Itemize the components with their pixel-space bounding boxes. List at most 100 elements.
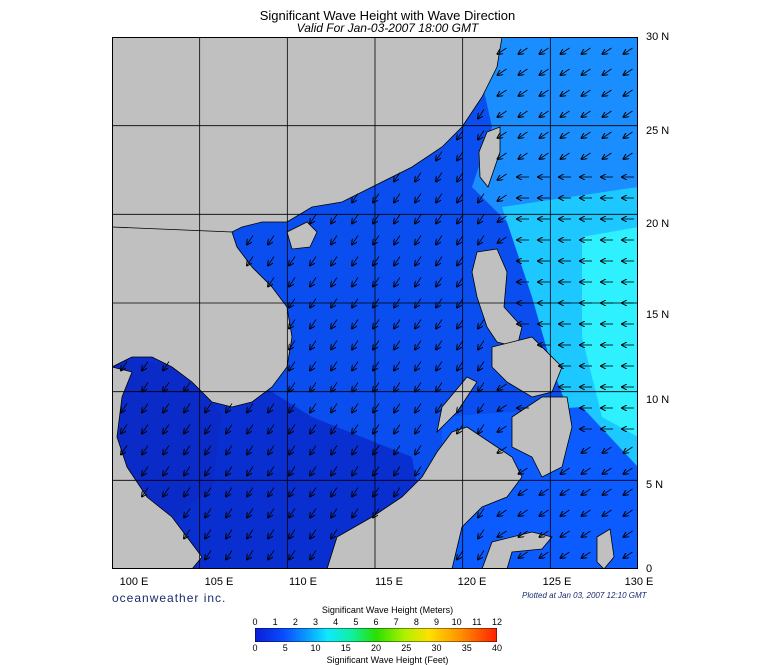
wave-arrow <box>561 110 570 117</box>
wave-arrow <box>519 89 528 96</box>
wave-arrow <box>184 529 191 539</box>
wave-arrow <box>289 403 296 413</box>
wave-arrow <box>498 173 507 180</box>
land-sulawesi <box>481 531 553 569</box>
wave-arrow <box>163 466 170 476</box>
lat-label-10n: 10 N <box>646 394 670 406</box>
wave-arrow <box>289 382 296 392</box>
lat-label-30n: 30 N <box>646 31 670 43</box>
wave-arrow <box>519 551 528 558</box>
wave-arrow <box>498 404 507 411</box>
wave-arrow <box>373 298 380 308</box>
wave-arrow <box>226 403 233 413</box>
wave-arrow <box>310 298 317 308</box>
wave-arrow <box>352 361 359 371</box>
wave-arrow <box>352 424 359 434</box>
wave-arrow <box>498 236 507 243</box>
wave-arrow <box>373 277 380 287</box>
chart-title: Significant Wave Height with Wave Direct… <box>259 8 516 23</box>
wave-arrow <box>519 488 528 495</box>
wave-arrow <box>415 340 422 350</box>
wave-arrow <box>478 340 485 350</box>
lat-label-5n: 5 N <box>646 479 664 491</box>
wave-arrow <box>247 550 254 560</box>
wave-arrow <box>519 47 528 54</box>
wave-arrow <box>582 152 591 159</box>
wave-arrow <box>436 214 443 224</box>
wave-arrow <box>519 530 528 537</box>
wave-arrow <box>478 130 485 140</box>
wave-arrow <box>415 298 422 308</box>
wave-arrow <box>394 319 401 329</box>
wave-arrow <box>582 530 591 537</box>
wave-arrow <box>415 277 422 287</box>
wave-arrow <box>310 256 317 266</box>
wave-arrow <box>498 110 507 117</box>
wave-arrow <box>498 215 507 222</box>
wave-arrow <box>373 487 380 497</box>
wave-arrow <box>519 68 528 75</box>
wave-arrow <box>268 403 275 413</box>
wave-arrow <box>289 487 296 497</box>
wave-arrow <box>310 361 317 371</box>
feet-tick-label: 25 <box>401 643 412 653</box>
meter-tick-label: 2 <box>292 617 298 627</box>
wave-arrow <box>498 68 507 75</box>
wave-arrow <box>289 550 296 560</box>
wave-arrow <box>268 235 275 245</box>
wave-arrow <box>268 424 275 434</box>
wave-arrow <box>121 424 128 434</box>
wave-arrow <box>394 424 401 434</box>
wave-arrow <box>457 277 464 287</box>
wave-arrow <box>373 193 380 203</box>
wave-arrow <box>457 361 464 371</box>
wave-arrow <box>352 214 359 224</box>
meter-tick-label: 10 <box>451 617 462 627</box>
wave-arrow <box>624 551 633 558</box>
wave-arrow <box>582 110 591 117</box>
lon-label-115e: 115 E <box>375 576 403 588</box>
wave-arrow <box>289 340 296 350</box>
wave-arrow <box>331 382 338 392</box>
wave-arrow <box>582 131 591 138</box>
wave-arrow <box>540 110 549 117</box>
wave-arrow <box>582 89 591 96</box>
meter-tick-label: 8 <box>413 617 419 627</box>
feet-tick-label: 20 <box>370 643 381 653</box>
meter-tick-label: 4 <box>333 617 339 627</box>
lon-label-100e: 100 E <box>119 576 149 588</box>
wave-arrow <box>310 340 317 350</box>
meter-tick-label: 7 <box>393 617 399 627</box>
feet-tick-label: 40 <box>491 643 502 653</box>
wave-arrow <box>540 530 549 537</box>
colorbar <box>255 628 497 642</box>
wave-arrow <box>519 467 528 474</box>
wave-arrow <box>142 382 149 392</box>
wave-arrow <box>582 509 591 516</box>
wave-arrow <box>519 110 528 117</box>
wave-arrow <box>478 508 485 518</box>
wave-arrow <box>478 214 485 224</box>
wave-arrow <box>478 193 485 203</box>
wave-arrow <box>352 403 359 413</box>
wave-arrow <box>247 508 254 518</box>
wave-arrow <box>436 361 443 371</box>
wave-arrow <box>289 445 296 455</box>
wave-arrow <box>394 487 401 497</box>
wave-arrow <box>540 131 549 138</box>
wave-arrow <box>373 466 380 476</box>
wave-arrow <box>394 193 401 203</box>
wave-arrow <box>373 403 380 413</box>
wave-arrow <box>457 172 464 182</box>
wave-arrow <box>603 488 612 495</box>
wave-arrow <box>561 89 570 96</box>
wave-arrow <box>561 509 570 516</box>
wave-arrow <box>415 382 422 392</box>
wave-arrow <box>540 152 549 159</box>
wave-arrow <box>142 487 149 497</box>
wave-arrow <box>373 214 380 224</box>
wave-arrow <box>352 277 359 287</box>
wave-arrow <box>498 131 507 138</box>
lon-label-130e: 130 E <box>624 576 654 588</box>
wave-arrow <box>582 467 591 474</box>
